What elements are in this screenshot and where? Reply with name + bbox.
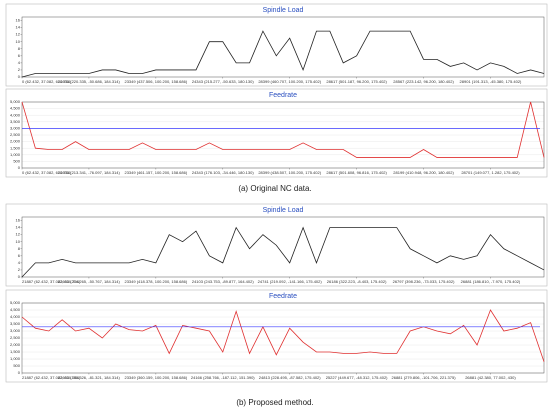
y-tick-label: 8 — [18, 46, 21, 51]
x-tick-label: 22633 (214.265, -50.767, 184.314) — [58, 279, 120, 284]
x-tick-label: 28567 (223.142, 96.200, 180.402) — [393, 79, 454, 84]
y-tick-label: 1,000 — [10, 356, 21, 361]
y-tick-label: 2,500 — [10, 132, 21, 137]
y-tick-label: 1,500 — [10, 349, 21, 354]
y-tick-label: 2 — [18, 267, 21, 272]
x-tick-label: 23349 (437.506, 100.200, 158.686) — [124, 79, 187, 84]
y-tick-label: 5,000 — [10, 300, 21, 305]
caption: (b) Proposed method. — [236, 398, 313, 407]
x-tick-label: 25227 (449.677, -48.312, 175.402) — [326, 375, 388, 380]
caption: (a) Original NC data. — [238, 184, 311, 193]
y-tick-label: 12 — [16, 232, 21, 237]
x-tick-label: 26881 (42.380, 77.002, 430) — [465, 375, 516, 380]
data-line — [21, 226, 545, 278]
x-tick-label: 26881 (186.810, -7.970, 175.402) — [461, 279, 521, 284]
y-tick-label: 0 — [18, 370, 21, 375]
x-tick-label: 24741 (219.092, -141.166, 175.402) — [258, 279, 323, 284]
y-tick-label: 16 — [16, 218, 21, 223]
y-tick-label: 10 — [16, 39, 21, 44]
y-tick-label: 4 — [18, 60, 21, 65]
plot-area — [21, 302, 545, 374]
x-tick-label: 24103 (243.753, -89.877, 164.402) — [192, 279, 254, 284]
y-tick-label: 14 — [16, 25, 21, 30]
x-tick-label: 22633 (213.341, -76.097, 184.314) — [58, 170, 120, 175]
y-tick-label: 2,000 — [10, 342, 21, 347]
x-tick-label: 23349 (360.159, 100.200, 158.686) — [124, 375, 187, 380]
x-tick-label: 24166 (258.766, -187.112, 151.390) — [191, 375, 255, 380]
y-tick-label: 4,000 — [10, 112, 21, 117]
x-tick-label: 23349 (418.378, 100.200, 158.686) — [124, 279, 187, 284]
y-tick-label: 0 — [18, 274, 21, 279]
y-tick-label: 4,500 — [10, 106, 21, 111]
y-tick-label: 4 — [18, 260, 21, 265]
y-tick-label: 3,000 — [10, 328, 21, 333]
x-tick-label: 22633 (180.326, -81.321, 184.314) — [58, 375, 120, 380]
chart-title: Feedrate — [269, 293, 297, 300]
plot-area — [21, 16, 545, 78]
y-tick-label: 3,500 — [10, 321, 21, 326]
x-tick-label: 24813 (228.495, -87.582, 175.402) — [259, 375, 321, 380]
y-tick-label: 6 — [18, 253, 21, 258]
y-tick-label: 2,500 — [10, 335, 21, 340]
x-tick-label: 0 (62.432, 37.082, 610.754) — [22, 170, 72, 175]
x-tick-label: 21887 (62.432, 37.082, 610.754) — [22, 279, 81, 284]
y-tick-label: 500 — [13, 158, 20, 163]
y-tick-label: 8 — [18, 246, 21, 251]
y-tick-label: 14 — [16, 225, 21, 230]
data-line — [21, 101, 545, 158]
x-tick-label: 26186 (322.223, -8.403, 175.402) — [327, 279, 387, 284]
x-tick-label: 22633 (220.335, -50.686, 184.314) — [58, 79, 120, 84]
x-tick-label: 21887 (62.432, 37.082, 610.754) — [22, 375, 81, 380]
chart-title: Feedrate — [269, 92, 297, 99]
y-tick-label: 3,500 — [10, 119, 21, 124]
x-tick-label: 28399 (438.507, 100.200, 175.402) — [258, 170, 321, 175]
x-tick-label: 28399 (460.707, 100.200, 175.402) — [258, 79, 321, 84]
y-tick-label: 10 — [16, 239, 21, 244]
chart-title: Spindle Load — [263, 207, 304, 214]
y-tick-label: 2 — [18, 67, 21, 72]
y-tick-label: 6 — [18, 53, 21, 58]
x-tick-label: 28701 (149.077, 1.282, 175.402) — [461, 170, 520, 175]
plot-area — [21, 216, 545, 278]
y-tick-label: 3,000 — [10, 125, 21, 130]
plot-area — [21, 101, 545, 169]
y-tick-label: 4,000 — [10, 314, 21, 319]
y-tick-label: 0 — [18, 165, 21, 170]
chart-frame — [5, 3, 548, 87]
x-tick-label: 28199 (410.948, 96.200, 180.402) — [393, 170, 454, 175]
y-tick-label: 5,000 — [10, 99, 21, 104]
chart-frame — [5, 289, 548, 383]
x-tick-label: 24343 (176.103, -34.446, 180.130) — [192, 170, 254, 175]
x-tick-label: 28901 (191.313, -45.380, 175.402) — [460, 79, 522, 84]
y-tick-label: 500 — [13, 363, 20, 368]
data-line — [21, 30, 545, 78]
x-tick-label: 28617 (501.608, 96.816, 175.402) — [326, 170, 387, 175]
x-tick-label: 28617 (501.187, 96.200, 175.402) — [326, 79, 387, 84]
y-tick-label: 12 — [16, 32, 21, 37]
x-tick-label: 26797 (398.236, -73.033, 175.402) — [393, 279, 455, 284]
x-tick-label: 0 (62.432, 37.082, 610.754) — [22, 79, 72, 84]
y-tick-label: 1,000 — [10, 152, 21, 157]
x-tick-label: 26881 (279.806, -101.706, 221.375) — [392, 375, 457, 380]
y-tick-label: 0 — [18, 74, 21, 79]
chart-frame — [5, 88, 548, 178]
y-tick-label: 4,500 — [10, 307, 21, 312]
y-tick-label: 1,500 — [10, 145, 21, 150]
x-tick-label: 24343 (215.277, -50.633, 180.130) — [192, 79, 254, 84]
data-line — [21, 309, 545, 362]
x-tick-label: 23349 (461.157, 100.200, 158.686) — [124, 170, 187, 175]
y-tick-label: 16 — [16, 18, 21, 23]
chart-title: Spindle Load — [263, 7, 304, 14]
y-tick-label: 2,000 — [10, 139, 21, 144]
